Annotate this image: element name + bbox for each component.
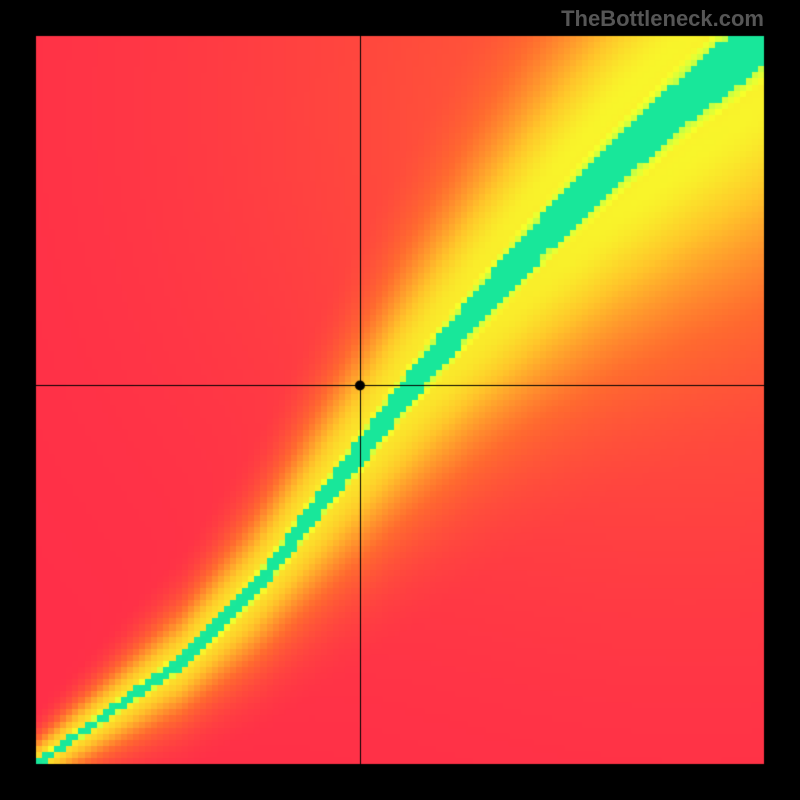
bottleneck-heatmap: [0, 0, 800, 800]
watermark-text: TheBottleneck.com: [561, 6, 764, 32]
